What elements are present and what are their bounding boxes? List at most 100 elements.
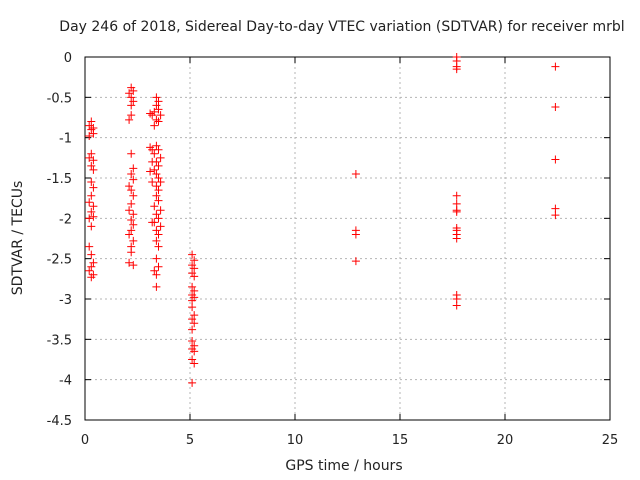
data-point <box>127 101 136 110</box>
data-point <box>125 89 134 98</box>
data-point <box>452 65 461 74</box>
data-point <box>188 261 197 270</box>
data-point <box>127 199 136 208</box>
data-point <box>152 236 161 245</box>
data-point <box>148 111 157 120</box>
data-point <box>89 212 98 221</box>
data-point <box>129 164 138 173</box>
data-point <box>87 125 96 134</box>
x-tick-label: 5 <box>186 433 194 448</box>
data-point <box>87 117 96 126</box>
data-point <box>89 258 98 267</box>
x-tick-label: 0 <box>81 433 89 448</box>
data-point <box>150 165 159 174</box>
data-point <box>154 145 163 154</box>
data-point <box>152 226 161 235</box>
data-point <box>190 359 199 368</box>
data-point <box>452 207 461 216</box>
data-point <box>129 210 138 219</box>
data-point <box>87 222 96 231</box>
data-point <box>152 270 161 279</box>
data-point <box>129 236 138 245</box>
data-point <box>551 155 560 164</box>
data-point <box>452 191 461 200</box>
data-point <box>146 167 155 176</box>
data-point <box>127 93 136 102</box>
data-point <box>154 186 163 195</box>
data-point <box>154 214 163 223</box>
y-tick-label: -0.5 <box>47 91 72 106</box>
data-point <box>154 117 163 126</box>
axis-ticks <box>84 56 611 421</box>
data-point <box>89 123 98 132</box>
data-point <box>452 301 461 310</box>
data-point <box>351 169 360 178</box>
y-tick-label: -1.5 <box>47 172 72 187</box>
data-point <box>127 215 136 224</box>
y-tick-label: -1 <box>59 132 72 147</box>
data-point <box>125 206 134 215</box>
data-point <box>127 149 136 158</box>
data-point <box>551 103 560 112</box>
data-point <box>129 191 138 200</box>
data-point <box>188 325 197 334</box>
data-point <box>125 115 134 124</box>
data-point <box>150 266 159 275</box>
data-point <box>190 256 199 265</box>
data-point <box>154 105 163 114</box>
data-point <box>150 121 159 130</box>
plot-frame <box>84 56 611 421</box>
data-point <box>188 269 197 278</box>
y-tick-label: -4 <box>59 374 72 389</box>
data-point <box>152 210 161 219</box>
data-point <box>87 262 96 271</box>
y-axis-tick-labels: 0 -0.5 -1 -1.5 -2 -2.5 -3 -3.5 -4 -4.5 <box>47 51 72 429</box>
x-axis-tick-labels: 0 5 10 15 20 25 <box>81 433 618 448</box>
data-point <box>188 303 197 312</box>
data-point <box>87 149 96 158</box>
data-point <box>150 107 159 116</box>
data-point <box>148 218 157 227</box>
x-tick-label: 10 <box>287 433 304 448</box>
data-point <box>154 174 163 182</box>
x-tick-label: 20 <box>497 433 514 448</box>
data-point <box>87 161 96 170</box>
data-point <box>452 234 461 243</box>
data-point <box>156 206 165 215</box>
data-point <box>150 149 159 158</box>
data-point <box>190 264 199 273</box>
data-point <box>87 191 96 200</box>
data-point <box>127 226 136 235</box>
data-point <box>89 165 98 174</box>
y-tick-label: -3 <box>59 293 72 308</box>
data-point <box>87 178 96 187</box>
gridlines <box>85 57 610 420</box>
data-point <box>188 355 197 364</box>
data-point <box>154 196 163 205</box>
data-point <box>85 153 94 162</box>
data-point <box>125 258 134 267</box>
data-points <box>85 53 560 387</box>
data-point <box>148 178 157 187</box>
data-point <box>156 178 165 187</box>
data-point <box>152 282 161 291</box>
data-point <box>125 230 134 239</box>
data-point <box>87 207 96 216</box>
data-point <box>129 175 138 184</box>
data-point <box>154 262 163 271</box>
data-point <box>190 272 199 281</box>
data-point <box>129 261 138 270</box>
data-point <box>351 257 360 266</box>
y-tick-label: -3.5 <box>47 333 72 348</box>
data-point <box>89 202 98 211</box>
data-point <box>154 161 163 170</box>
data-point <box>127 186 136 195</box>
data-point <box>156 222 165 231</box>
data-point <box>129 97 138 106</box>
data-point <box>152 101 161 110</box>
data-point <box>152 254 161 263</box>
data-point <box>351 230 360 239</box>
data-point <box>146 109 155 118</box>
y-tick-label: -4.5 <box>47 414 72 429</box>
data-point <box>85 132 94 141</box>
